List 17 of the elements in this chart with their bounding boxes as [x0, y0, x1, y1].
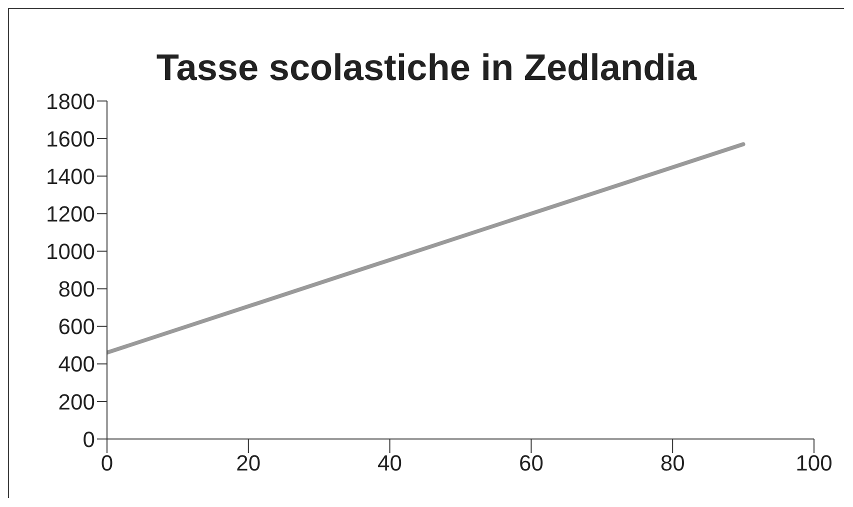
- y-tick-label: 1600: [46, 126, 95, 152]
- x-tick-label: 40: [378, 450, 402, 476]
- chart-title: Tasse scolastiche in Zedlandia: [155, 47, 698, 89]
- y-tick-label: 600: [58, 314, 95, 340]
- y-tick-label: 1200: [46, 201, 95, 226]
- y-tick-label: 200: [58, 389, 95, 414]
- y-tick-label: 800: [58, 276, 95, 302]
- x-tick-label: 80: [660, 450, 685, 476]
- x-tick-label: 60: [518, 450, 544, 476]
- y-tick-label: 0: [82, 426, 95, 452]
- x-tick-label: 0: [100, 450, 114, 476]
- x-tick-label: 20: [236, 450, 261, 476]
- y-tick-label: 1800: [46, 88, 95, 114]
- y-tick-label: 1000: [46, 239, 95, 264]
- x-tick-label: 100: [796, 450, 832, 476]
- y-tick-label: 1400: [46, 164, 95, 189]
- y-tick-label: 400: [58, 352, 95, 377]
